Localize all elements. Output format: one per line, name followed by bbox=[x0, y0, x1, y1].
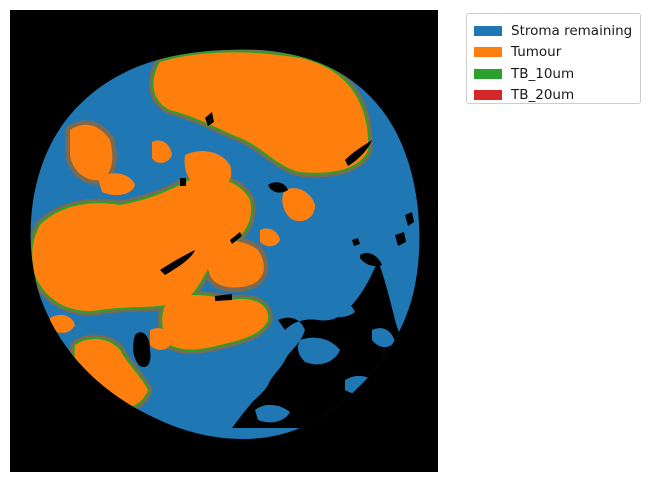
legend-entry-stroma: Stroma remaining bbox=[474, 20, 640, 42]
legend-entry-tb20: TB_20um bbox=[474, 85, 640, 107]
legend-label-tb10: TB_10um bbox=[511, 65, 575, 82]
legend-entry-tumour: Tumour bbox=[474, 42, 640, 64]
legend-label-tumour: Tumour bbox=[511, 44, 562, 61]
stroma-islands bbox=[255, 298, 395, 423]
legend-swatch-tumour bbox=[474, 47, 502, 58]
edge-tears bbox=[352, 212, 414, 246]
legend-swatch-tb10 bbox=[474, 68, 502, 79]
legend-swatch-tb20 bbox=[474, 90, 502, 101]
legend-entry-tb10: TB_10um bbox=[474, 63, 640, 85]
legend-label-tb20: TB_20um bbox=[511, 87, 575, 104]
legend-label-stroma: Stroma remaining bbox=[511, 22, 633, 39]
legend: Stroma remaining Tumour TB_10um TB_20um bbox=[466, 13, 641, 104]
legend-swatch-stroma bbox=[474, 25, 502, 36]
